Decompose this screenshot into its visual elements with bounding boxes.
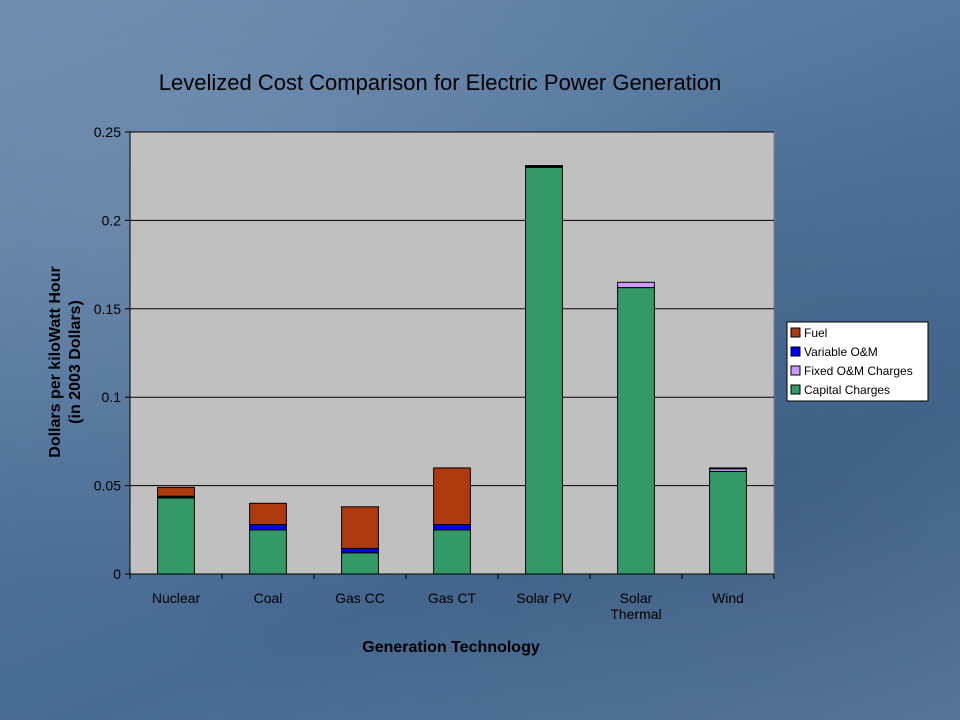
y-tick-label: 0.1 xyxy=(102,389,122,405)
bar-segment-capital-charges xyxy=(341,552,379,575)
bar-segment-capital-charges xyxy=(709,470,747,575)
y-tick-label: 0.05 xyxy=(94,478,121,494)
legend-label: Fuel xyxy=(804,326,827,340)
x-axis-title: Generation Technology xyxy=(362,639,540,656)
y-tick-label: 0 xyxy=(113,566,121,582)
bar-segment-variable-o-m xyxy=(709,467,747,470)
bar-segment-capital-charges xyxy=(249,529,287,575)
bar-segment-variable-o-m xyxy=(433,523,471,531)
y-tick-label: 0.15 xyxy=(94,301,121,317)
y-axis-title: Dollars per kiloWatt Hour xyxy=(47,266,64,457)
bar-segment-capital-charges xyxy=(617,287,655,575)
x-tick-label: Gas CC xyxy=(335,590,385,606)
x-tick-label: Gas CT xyxy=(428,590,477,606)
legend-swatch xyxy=(790,327,801,338)
y-tick-label: 0.2 xyxy=(102,212,122,228)
bar-segment-fuel xyxy=(157,486,195,497)
x-tick-label: Solar xyxy=(620,590,653,606)
bar-segment-fixed-o-m-charges xyxy=(617,281,655,289)
x-tick-label: Nuclear xyxy=(152,590,201,606)
bar-segment-fuel xyxy=(341,506,379,549)
legend-box xyxy=(786,321,929,402)
bar-segment-capital-charges xyxy=(157,497,195,575)
legend-swatch xyxy=(790,365,801,376)
bar-segment-variable-o-m xyxy=(525,165,563,167)
y-axis-title: (in 2003 Dollars) xyxy=(67,300,84,424)
x-tick-label: Solar PV xyxy=(516,590,572,606)
x-tick-label: Thermal xyxy=(610,606,661,622)
bar-segment-variable-o-m xyxy=(249,523,287,531)
y-tick-label: 0.25 xyxy=(94,124,121,140)
chart-title: Levelized Cost Comparison for Electric P… xyxy=(158,70,722,95)
legend-label: Capital Charges xyxy=(804,383,890,397)
legend-label: Variable O&M xyxy=(804,345,878,359)
bar-segment-variable-o-m xyxy=(341,547,379,554)
x-tick-label: Coal xyxy=(254,590,283,606)
legend-swatch xyxy=(790,384,801,395)
bar-segment-capital-charges xyxy=(433,529,471,575)
x-tick-label: Wind xyxy=(712,590,744,606)
legend-swatch xyxy=(790,346,801,357)
bar-segment-capital-charges xyxy=(525,166,563,575)
legend-label: Fixed O&M Charges xyxy=(804,364,913,378)
bar-segment-fuel xyxy=(249,502,287,525)
bar-segment-fuel xyxy=(433,467,471,525)
